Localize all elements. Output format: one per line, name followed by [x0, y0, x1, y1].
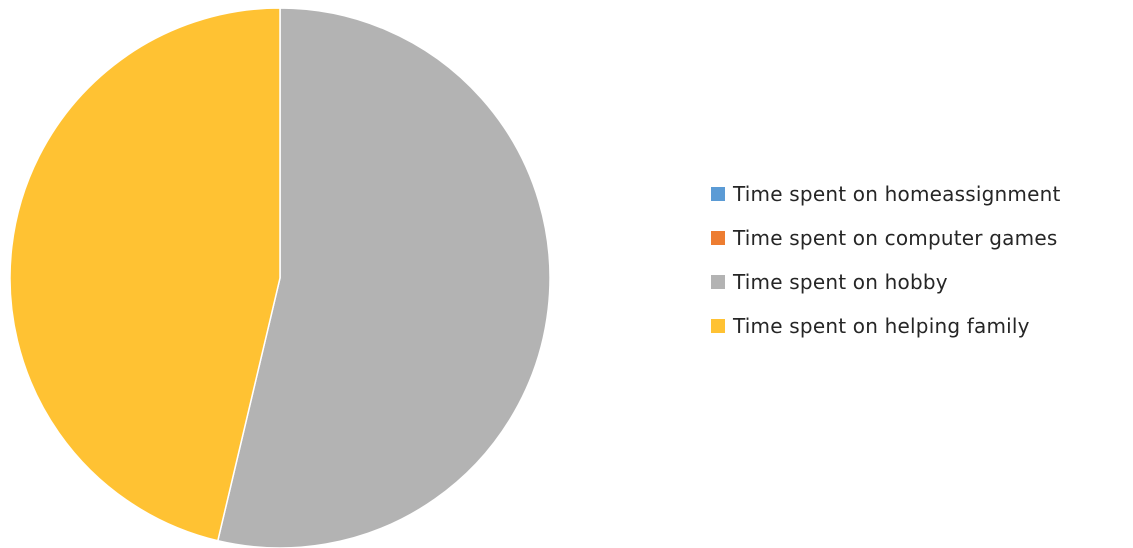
legend-swatch [711, 275, 725, 289]
pie-slice-time-spent-on-helping-family [9, 7, 281, 542]
legend-label: Time spent on homeassignment [733, 182, 1061, 206]
legend-swatch [711, 187, 725, 201]
legend-label: Time spent on computer games [733, 226, 1058, 250]
legend-label: Time spent on helping family [733, 314, 1030, 338]
legend-item-helping-family: Time spent on helping family [711, 309, 1061, 343]
legend-swatch [711, 231, 725, 245]
pie-plot [9, 7, 551, 548]
pie-slice-time-spent-on-hobby [216, 7, 551, 548]
chart-legend: Time spent on homeassignment Time spent … [711, 177, 1061, 353]
legend-item-hobby: Time spent on hobby [711, 265, 1061, 299]
legend-swatch [711, 319, 725, 333]
legend-item-computer-games: Time spent on computer games [711, 221, 1061, 255]
legend-item-homeassignment: Time spent on homeassignment [711, 177, 1061, 211]
legend-label: Time spent on hobby [733, 270, 948, 294]
